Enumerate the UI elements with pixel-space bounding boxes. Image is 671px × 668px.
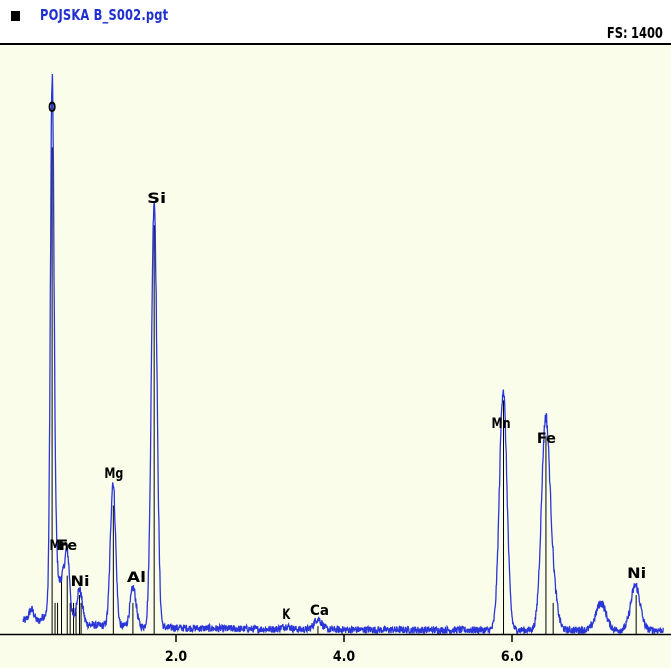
x-tick-label-2: 6.0 (501, 649, 524, 665)
marker-lines (51, 147, 637, 634)
spectrum-line (22, 73, 664, 635)
element-label-o-0: O (48, 100, 56, 116)
full-scale-value: 1400 (631, 24, 663, 42)
element-label-ni-3: Ni (70, 574, 89, 590)
element-label-k-7: K (282, 607, 291, 623)
element-label-fe-10: Fe (537, 431, 556, 447)
element-label-al-5: Al (127, 570, 146, 586)
element-label-ni-11: Ni (627, 566, 646, 582)
x-axis: 2.0 4.0 6.0 (0, 633, 671, 665)
file-header: POJSKA B_S002.pgt FS: 1400 (0, 0, 671, 44)
element-label-mn-9: Mn (492, 416, 511, 432)
file-marker-icon (11, 11, 20, 21)
element-label-si-6: Si (147, 191, 166, 207)
spectrum-series (22, 73, 664, 635)
full-scale-label: FS: (606, 24, 628, 42)
element-label-fe-2: Fe (58, 538, 77, 554)
spectrum-plot-area: 2.0 4.0 6.0 O Mn Fe Ni Mg Al Si K Ca Mn Fe Ni (0, 43, 671, 668)
element-label-mg-4: Mg (104, 466, 123, 482)
element-label-ca-8: Ca (310, 603, 329, 619)
element-label-mn-1: Mn (50, 538, 69, 554)
x-tick-label-0: 2.0 (165, 649, 188, 665)
x-tick-label-1: 4.0 (333, 649, 356, 665)
file-name: POJSKA B_S002.pgt (40, 6, 169, 24)
full-scale-readout: FS: 1400 (607, 25, 663, 42)
